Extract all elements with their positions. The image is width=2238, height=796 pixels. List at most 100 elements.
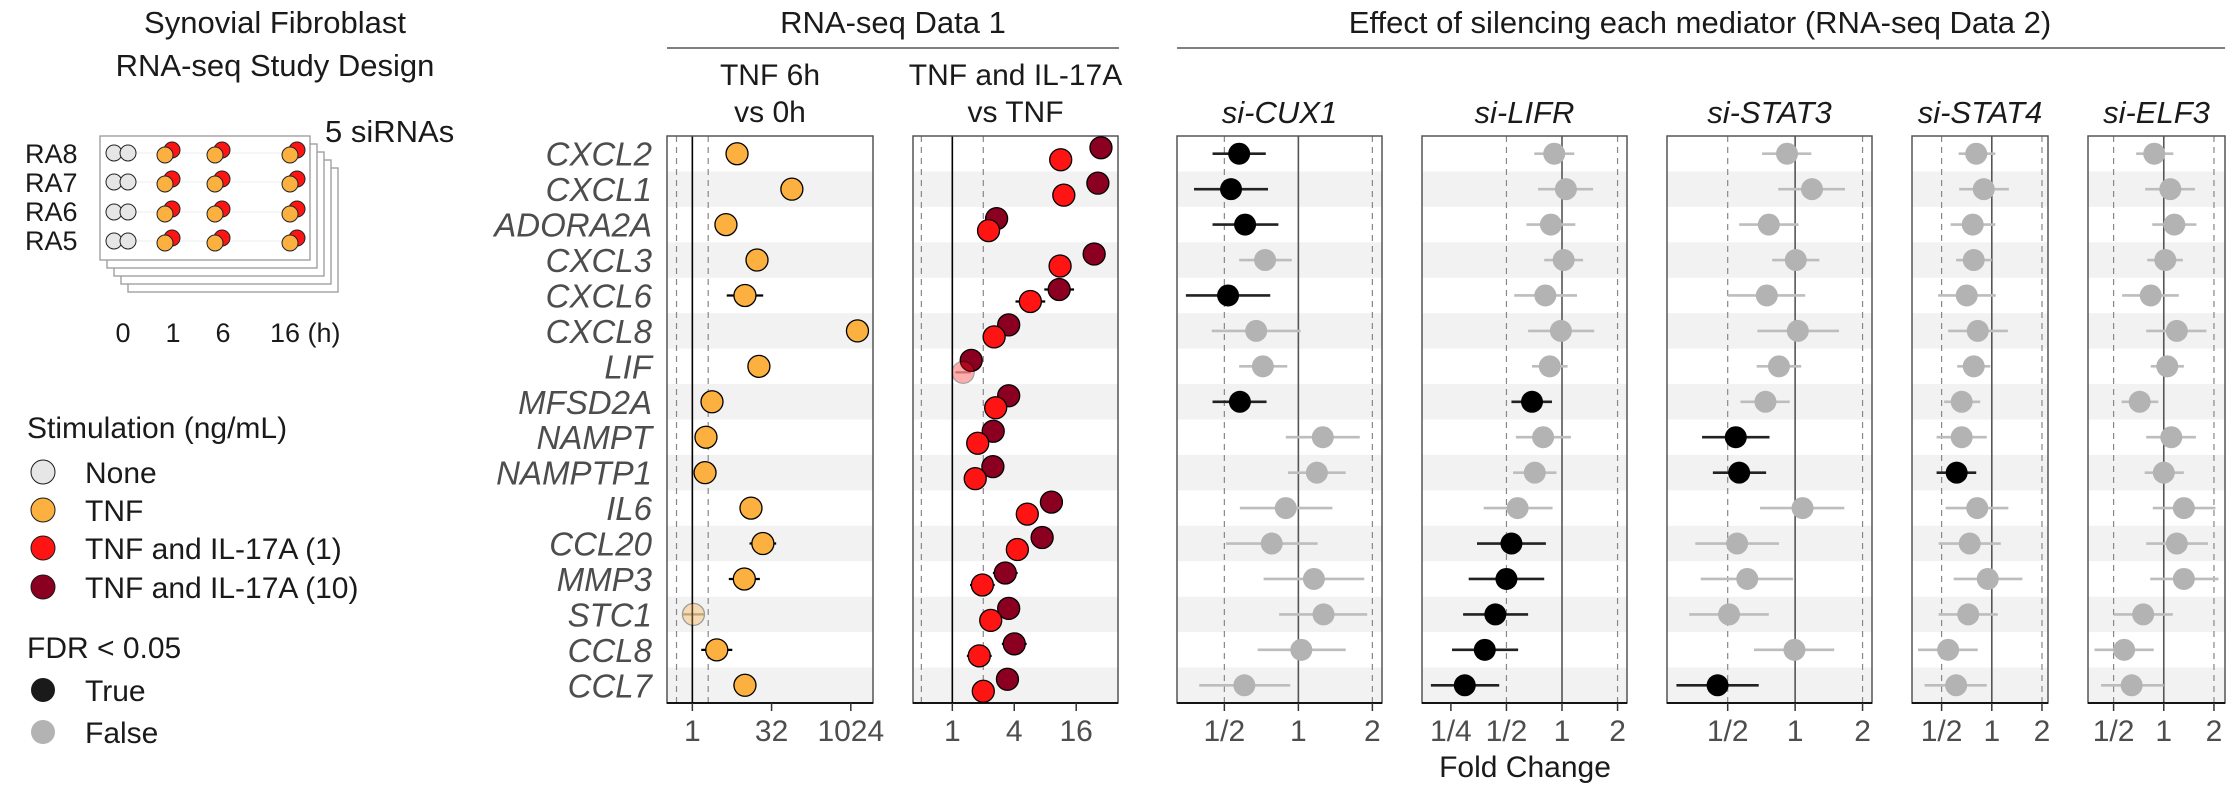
panel-title: TNF and IL-17A bbox=[909, 59, 1122, 92]
sample-dot-tnf bbox=[281, 234, 299, 252]
data-point bbox=[1754, 390, 1777, 413]
panel-si-stat3: 1/2 1 2 si-STAT3 bbox=[1666, 95, 1873, 748]
data-point bbox=[1312, 603, 1335, 626]
data-point bbox=[981, 455, 1005, 479]
data-point bbox=[963, 467, 987, 491]
sample-dot-tnf bbox=[156, 146, 174, 164]
gene-label: NAMPT bbox=[537, 419, 655, 456]
data-point bbox=[1966, 497, 1989, 520]
data-point bbox=[1958, 532, 1981, 555]
forest-panels: 1 32 1024 TNF 6h vs 0h 1 4 16 TNF and IL-17A vs T… bbox=[666, 59, 2226, 748]
x-tick-label: 1/4 bbox=[1430, 715, 1472, 748]
data-point bbox=[693, 461, 717, 485]
data-point bbox=[2128, 390, 2151, 413]
study-design: Synovial Fibroblast RNA-seq Study Design… bbox=[25, 5, 454, 348]
data-point bbox=[1311, 426, 1334, 449]
sirna-label: 5 siRNAs bbox=[325, 114, 454, 149]
row-stripe bbox=[913, 171, 1118, 207]
gene-label: CXCL2 bbox=[546, 136, 652, 173]
data-point bbox=[705, 638, 729, 662]
data-point bbox=[1538, 355, 1561, 378]
data-point bbox=[1736, 567, 1759, 590]
data-point bbox=[714, 212, 738, 237]
data-point bbox=[1786, 319, 1809, 342]
data-point bbox=[1755, 284, 1778, 307]
data-point bbox=[1473, 638, 1496, 661]
gene-label: CXCL1 bbox=[546, 171, 652, 208]
donor-label: RA7 bbox=[25, 168, 78, 198]
sample-dot-tnf bbox=[156, 205, 174, 223]
data-point bbox=[1047, 277, 1071, 302]
data-point bbox=[1254, 249, 1277, 272]
sample-dot-tnf bbox=[156, 234, 174, 252]
data-point bbox=[1776, 142, 1799, 165]
data-point bbox=[2165, 532, 2188, 555]
sample-dot-tnf bbox=[281, 175, 299, 193]
data-point bbox=[1290, 638, 1313, 661]
data-point bbox=[2160, 426, 2183, 449]
sample-dot-tnf bbox=[206, 234, 224, 252]
legend-stim-title: Stimulation (ng/mL) bbox=[27, 412, 287, 445]
row-stripe bbox=[1422, 313, 1627, 349]
legend-swatch-false bbox=[31, 720, 55, 744]
donor-label: RA6 bbox=[25, 197, 78, 227]
legend-label: TNF bbox=[85, 495, 143, 528]
data-point bbox=[2152, 461, 2175, 484]
data-point bbox=[1274, 497, 1297, 520]
data-point bbox=[1962, 249, 1985, 272]
data-point bbox=[997, 596, 1021, 621]
timepoint-label: 16 (h) bbox=[270, 318, 341, 348]
data-point bbox=[1523, 461, 1546, 484]
row-stripe bbox=[667, 384, 873, 420]
x-axis-label: Fold Change bbox=[1439, 751, 1611, 784]
data-point bbox=[1972, 178, 1995, 201]
panel-title: si-ELF3 bbox=[2103, 95, 2210, 130]
panel-title: si-STAT3 bbox=[1707, 95, 1832, 130]
x-tick-label: 1/2 bbox=[1921, 715, 1963, 748]
data-point bbox=[2159, 178, 2182, 201]
data-point bbox=[1500, 532, 1523, 555]
data-point bbox=[1228, 142, 1251, 165]
data-point bbox=[1082, 242, 1106, 266]
data-point bbox=[1534, 284, 1557, 307]
row-stripe bbox=[667, 171, 873, 207]
gene-label: ADORA2A bbox=[492, 207, 652, 244]
data-point bbox=[681, 602, 706, 627]
data-point bbox=[976, 218, 1001, 243]
data-point bbox=[1726, 532, 1749, 555]
data-point bbox=[732, 567, 756, 591]
x-tick-label: 16 bbox=[1060, 715, 1093, 748]
data-point bbox=[979, 608, 1003, 633]
x-tick-label: 1 bbox=[1554, 715, 1571, 748]
data-point bbox=[1260, 532, 1283, 555]
data-point bbox=[1453, 674, 1476, 697]
panel-title: vs 0h bbox=[734, 96, 806, 129]
data-point bbox=[2172, 497, 2195, 520]
data-point bbox=[1718, 603, 1741, 626]
sample-dot-none bbox=[119, 144, 137, 162]
data-point bbox=[751, 531, 775, 556]
panel-title: vs TNF bbox=[967, 96, 1063, 129]
gene-labels: CXCL2CXCL1ADORA2ACXCL3CXCL6CXCL8LIFMFSD2… bbox=[492, 136, 655, 705]
data-point bbox=[700, 390, 724, 414]
row-stripe bbox=[1177, 384, 1382, 420]
plate-stack bbox=[99, 135, 339, 293]
data-point bbox=[1783, 638, 1806, 661]
data-point bbox=[1791, 497, 1814, 520]
data-point bbox=[951, 360, 975, 384]
row-stripe bbox=[667, 667, 873, 703]
row-stripe bbox=[1912, 454, 2048, 491]
data-point bbox=[1532, 426, 1555, 449]
panel-si-stat4: 1/2 1 2 si-STAT4 bbox=[1911, 95, 2050, 748]
timepoint-label: 0 bbox=[115, 318, 130, 348]
data-point bbox=[981, 419, 1005, 443]
data-point bbox=[1506, 497, 1529, 520]
row-stripe bbox=[1667, 454, 1872, 491]
data-point bbox=[959, 348, 983, 372]
data-point bbox=[2139, 284, 2162, 307]
panel-si-elf3: 1/2 1 2 si-ELF3 bbox=[2087, 95, 2226, 748]
data-point bbox=[995, 667, 1020, 691]
data-point bbox=[1002, 632, 1026, 656]
data-point bbox=[1800, 178, 1823, 201]
data-point bbox=[1724, 426, 1747, 449]
